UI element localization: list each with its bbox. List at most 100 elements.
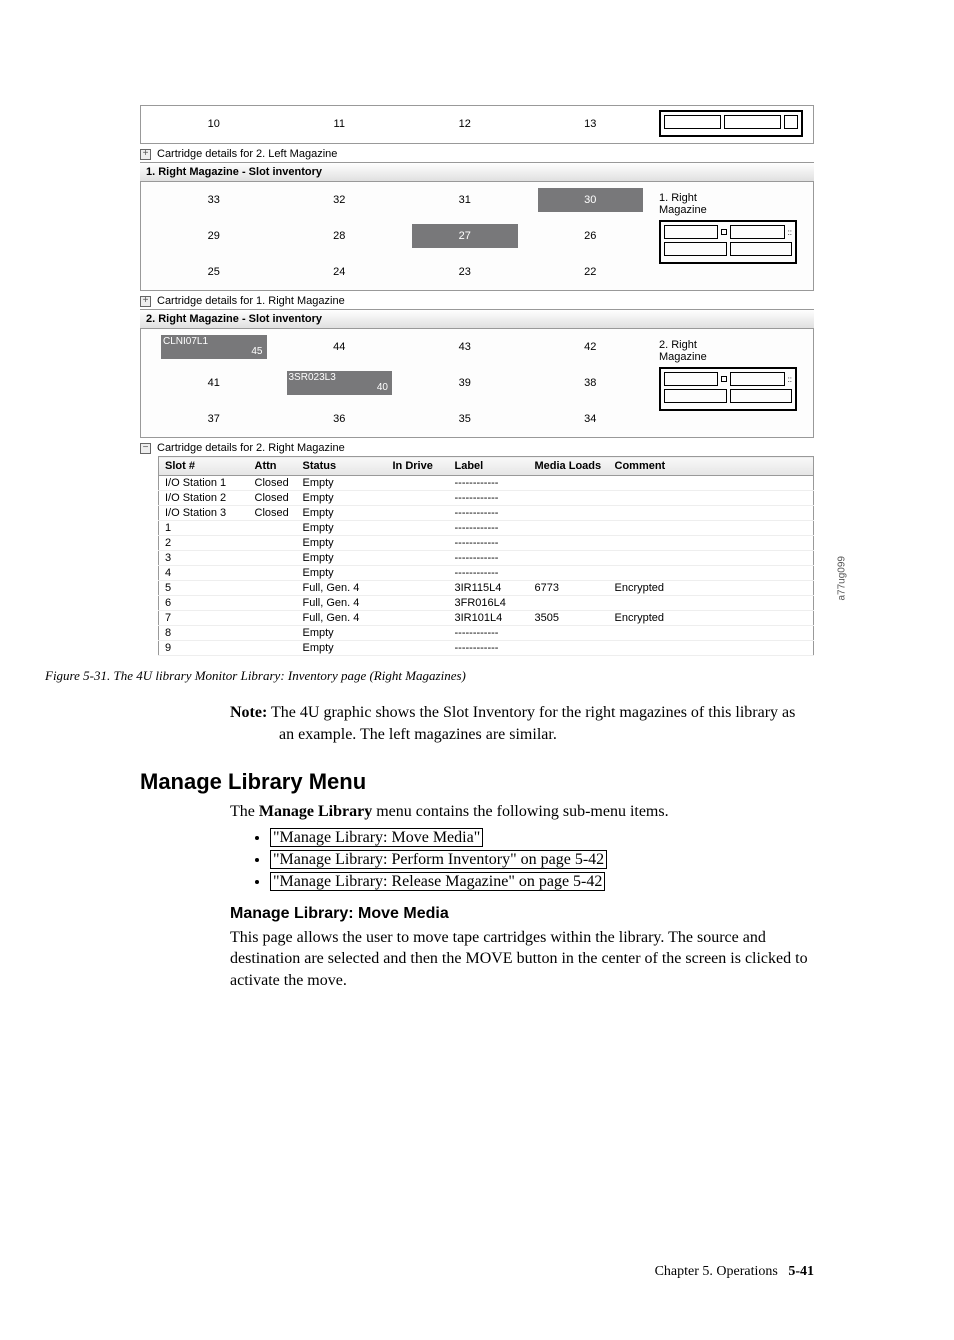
note-paragraph: Note: The 4U graphic shows the Slot Inve… bbox=[279, 702, 814, 745]
expander-label: Cartridge details for 2. Right Magazine bbox=[157, 442, 345, 454]
link-item: "Manage Library: Release Magazine" on pa… bbox=[270, 873, 814, 891]
slot-cell[interactable]: 42 bbox=[528, 335, 654, 359]
table-cell bbox=[387, 581, 449, 596]
table-row: 8Empty------------ bbox=[159, 626, 814, 641]
mag-1-legend: 1. Right Magazine :: bbox=[653, 188, 803, 284]
column-header: Status bbox=[297, 457, 387, 476]
table-cell bbox=[387, 521, 449, 536]
column-header: Media Loads bbox=[529, 457, 609, 476]
plus-icon: + bbox=[140, 296, 151, 307]
table-cell: Closed bbox=[249, 491, 297, 506]
slot-cell[interactable]: 30 bbox=[538, 188, 644, 212]
table-cell bbox=[529, 551, 609, 566]
table-cell: Encrypted bbox=[609, 611, 814, 626]
table-cell bbox=[387, 626, 449, 641]
note-text: The 4U graphic shows the Slot Inventory … bbox=[271, 704, 795, 743]
slot-cell[interactable]: 35 bbox=[402, 407, 528, 431]
slot-cell[interactable]: 41 bbox=[151, 371, 277, 395]
table-cell bbox=[387, 476, 449, 491]
expand-right-mag-1[interactable]: + Cartridge details for 1. Right Magazin… bbox=[140, 295, 814, 307]
column-header: Attn bbox=[249, 457, 297, 476]
link-release-magazine[interactable]: "Manage Library: Release Magazine" on pa… bbox=[270, 872, 605, 891]
table-cell: 5 bbox=[159, 581, 249, 596]
table-row: I/O Station 3ClosedEmpty------------ bbox=[159, 506, 814, 521]
slot-cell[interactable]: 29 bbox=[151, 224, 277, 248]
table-cell bbox=[609, 491, 814, 506]
table-cell bbox=[249, 626, 297, 641]
slot-cell[interactable]: CLNI07L1 45 bbox=[161, 335, 267, 359]
slot-cell[interactable]: 39 bbox=[402, 371, 528, 395]
slot-cell[interactable]: 28 bbox=[277, 224, 403, 248]
table-row: 1Empty------------ bbox=[159, 521, 814, 536]
slot-cell[interactable]: 36 bbox=[277, 407, 403, 431]
slot-cell[interactable]: 22 bbox=[528, 260, 654, 284]
slot-cell[interactable]: 33 bbox=[151, 188, 277, 212]
right-mag-1-header: 1. Right Magazine - Slot inventory bbox=[140, 162, 814, 181]
footer-page: 5-41 bbox=[788, 1264, 814, 1279]
slot-cell[interactable]: 24 bbox=[277, 260, 403, 284]
slot-cell[interactable]: 34 bbox=[528, 407, 654, 431]
cartridge-details-table: Slot #AttnStatusIn DriveLabelMedia Loads… bbox=[158, 456, 814, 656]
cartridge-label: CLNI07L1 bbox=[161, 335, 210, 348]
slot-cell[interactable]: 25 bbox=[151, 260, 277, 284]
figure-caption: Figure 5-31. The 4U library Monitor Libr… bbox=[45, 668, 814, 684]
slot-cell[interactable]: 43 bbox=[402, 335, 528, 359]
link-perform-inventory[interactable]: "Manage Library: Perform Inventory" on p… bbox=[270, 850, 607, 869]
table-cell: I/O Station 1 bbox=[159, 476, 249, 491]
link-move-media[interactable]: "Manage Library: Move Media" bbox=[270, 828, 483, 847]
table-cell: 3505 bbox=[529, 611, 609, 626]
table-cell: ------------ bbox=[449, 626, 529, 641]
right-mag-2-header: 2. Right Magazine - Slot inventory bbox=[140, 309, 814, 328]
table-cell: Empty bbox=[297, 536, 387, 551]
slot-cell[interactable]: 27 bbox=[412, 224, 518, 248]
table-cell bbox=[609, 476, 814, 491]
table-cell: ------------ bbox=[449, 506, 529, 521]
table-cell bbox=[387, 596, 449, 611]
magazine-mini-graphic bbox=[653, 110, 803, 137]
table-cell: Empty bbox=[297, 491, 387, 506]
link-item: "Manage Library: Perform Inventory" on p… bbox=[270, 851, 814, 869]
table-cell bbox=[249, 551, 297, 566]
table-cell: 3IR101L4 bbox=[449, 611, 529, 626]
table-cell: Full, Gen. 4 bbox=[297, 581, 387, 596]
slot-number: 45 bbox=[251, 346, 262, 357]
slot-cell[interactable]: 31 bbox=[402, 188, 528, 212]
table-cell: ------------ bbox=[449, 521, 529, 536]
slot-cell[interactable]: 32 bbox=[277, 188, 403, 212]
table-cell bbox=[529, 626, 609, 641]
table-cell: I/O Station 3 bbox=[159, 506, 249, 521]
subsection-heading: Manage Library: Move Media bbox=[230, 905, 814, 923]
slot-cell[interactable]: 37 bbox=[151, 407, 277, 431]
minus-icon: − bbox=[140, 443, 151, 454]
note-label: Note: bbox=[230, 704, 267, 721]
legend-title: 2. Right Magazine bbox=[659, 339, 797, 363]
table-cell: ------------ bbox=[449, 476, 529, 491]
table-row: 9Empty------------ bbox=[159, 641, 814, 656]
section-heading: Manage Library Menu bbox=[140, 769, 814, 795]
table-cell bbox=[387, 611, 449, 626]
column-header: Slot # bbox=[159, 457, 249, 476]
paragraph: This page allows the user to move tape c… bbox=[230, 927, 814, 992]
column-header: In Drive bbox=[387, 457, 449, 476]
table-cell: Full, Gen. 4 bbox=[297, 611, 387, 626]
slot-cell[interactable]: 26 bbox=[528, 224, 654, 248]
table-cell bbox=[529, 536, 609, 551]
table-row: 6Full, Gen. 43FR016L4 bbox=[159, 596, 814, 611]
expand-right-mag-2[interactable]: − Cartridge details for 2. Right Magazin… bbox=[140, 442, 814, 454]
slot-cell[interactable]: 44 bbox=[277, 335, 403, 359]
slot-cell[interactable]: 23 bbox=[402, 260, 528, 284]
plus-icon: + bbox=[140, 149, 151, 160]
expand-left-mag-2[interactable]: + Cartridge details for 2. Left Magazine bbox=[140, 148, 814, 160]
table-cell bbox=[249, 581, 297, 596]
table-cell bbox=[609, 626, 814, 641]
slot-cell[interactable]: 38 bbox=[528, 371, 654, 395]
table-cell bbox=[387, 491, 449, 506]
table-cell bbox=[387, 506, 449, 521]
table-cell: Empty bbox=[297, 551, 387, 566]
footer-chapter: Chapter 5. Operations bbox=[655, 1264, 778, 1279]
table-row: 4Empty------------ bbox=[159, 566, 814, 581]
table-cell bbox=[249, 521, 297, 536]
slot-cell[interactable]: 3SR023L340 bbox=[287, 371, 393, 395]
table-cell bbox=[529, 566, 609, 581]
table-cell: Empty bbox=[297, 626, 387, 641]
